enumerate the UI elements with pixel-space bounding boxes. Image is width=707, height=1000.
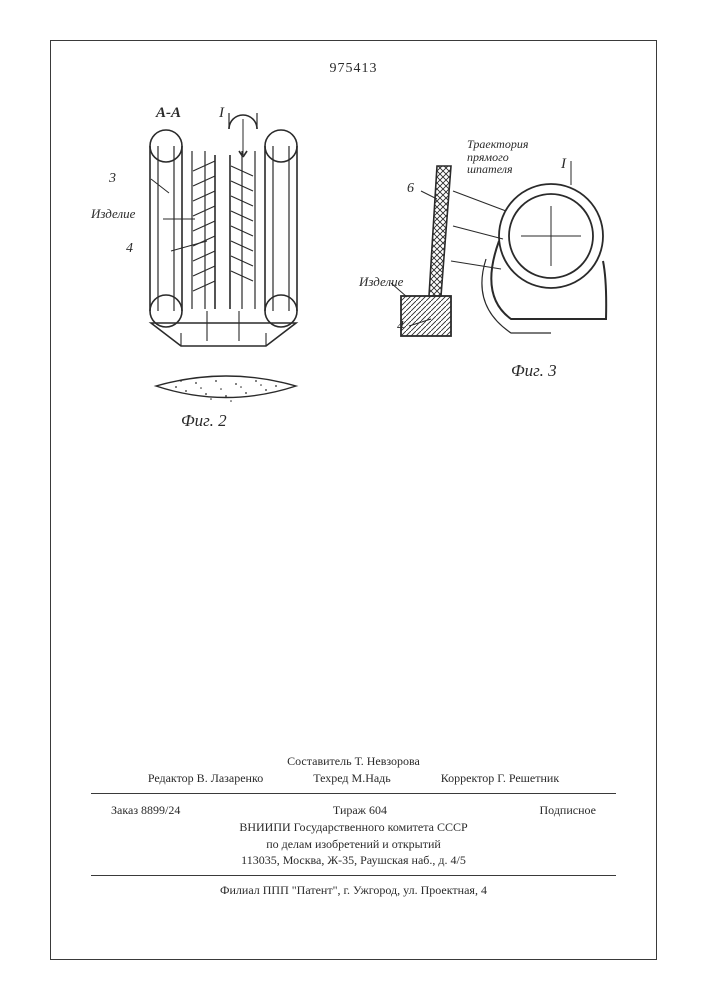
subscription: Подписное	[540, 802, 597, 819]
org-line2: по делам изобретений и открытий	[51, 836, 656, 853]
techred: Техред М.Надь	[313, 770, 391, 787]
colophon: Составитель Т. Невзорова Редактор В. Лаз…	[51, 753, 656, 899]
divider-2	[91, 875, 616, 876]
patent-number: 975413	[330, 61, 378, 77]
branch: Филиал ППП "Патент", г. Ужгород, ул. Про…	[51, 882, 656, 899]
org-line1: ВНИИПИ Государственного комитета СССР	[51, 819, 656, 836]
divider-1	[91, 793, 616, 794]
corrector: Корректор Г. Решетник	[441, 770, 559, 787]
print-run: Тираж 604	[333, 802, 387, 819]
order: Заказ 8899/24	[111, 802, 180, 819]
fig2-drawing	[111, 111, 341, 431]
editor: Редактор В. Лазаренко	[148, 770, 263, 787]
address: 113035, Москва, Ж-35, Раушская наб., д. …	[51, 852, 656, 869]
fig3-drawing	[371, 141, 631, 401]
compiler: Составитель Т. Невзорова	[287, 753, 420, 770]
figures-area: А-А I 3 Изделие 4 Фиг. 2	[71, 111, 631, 491]
page-frame: 975413 А-А I 3 Изделие 4 Фиг. 2	[50, 40, 657, 960]
